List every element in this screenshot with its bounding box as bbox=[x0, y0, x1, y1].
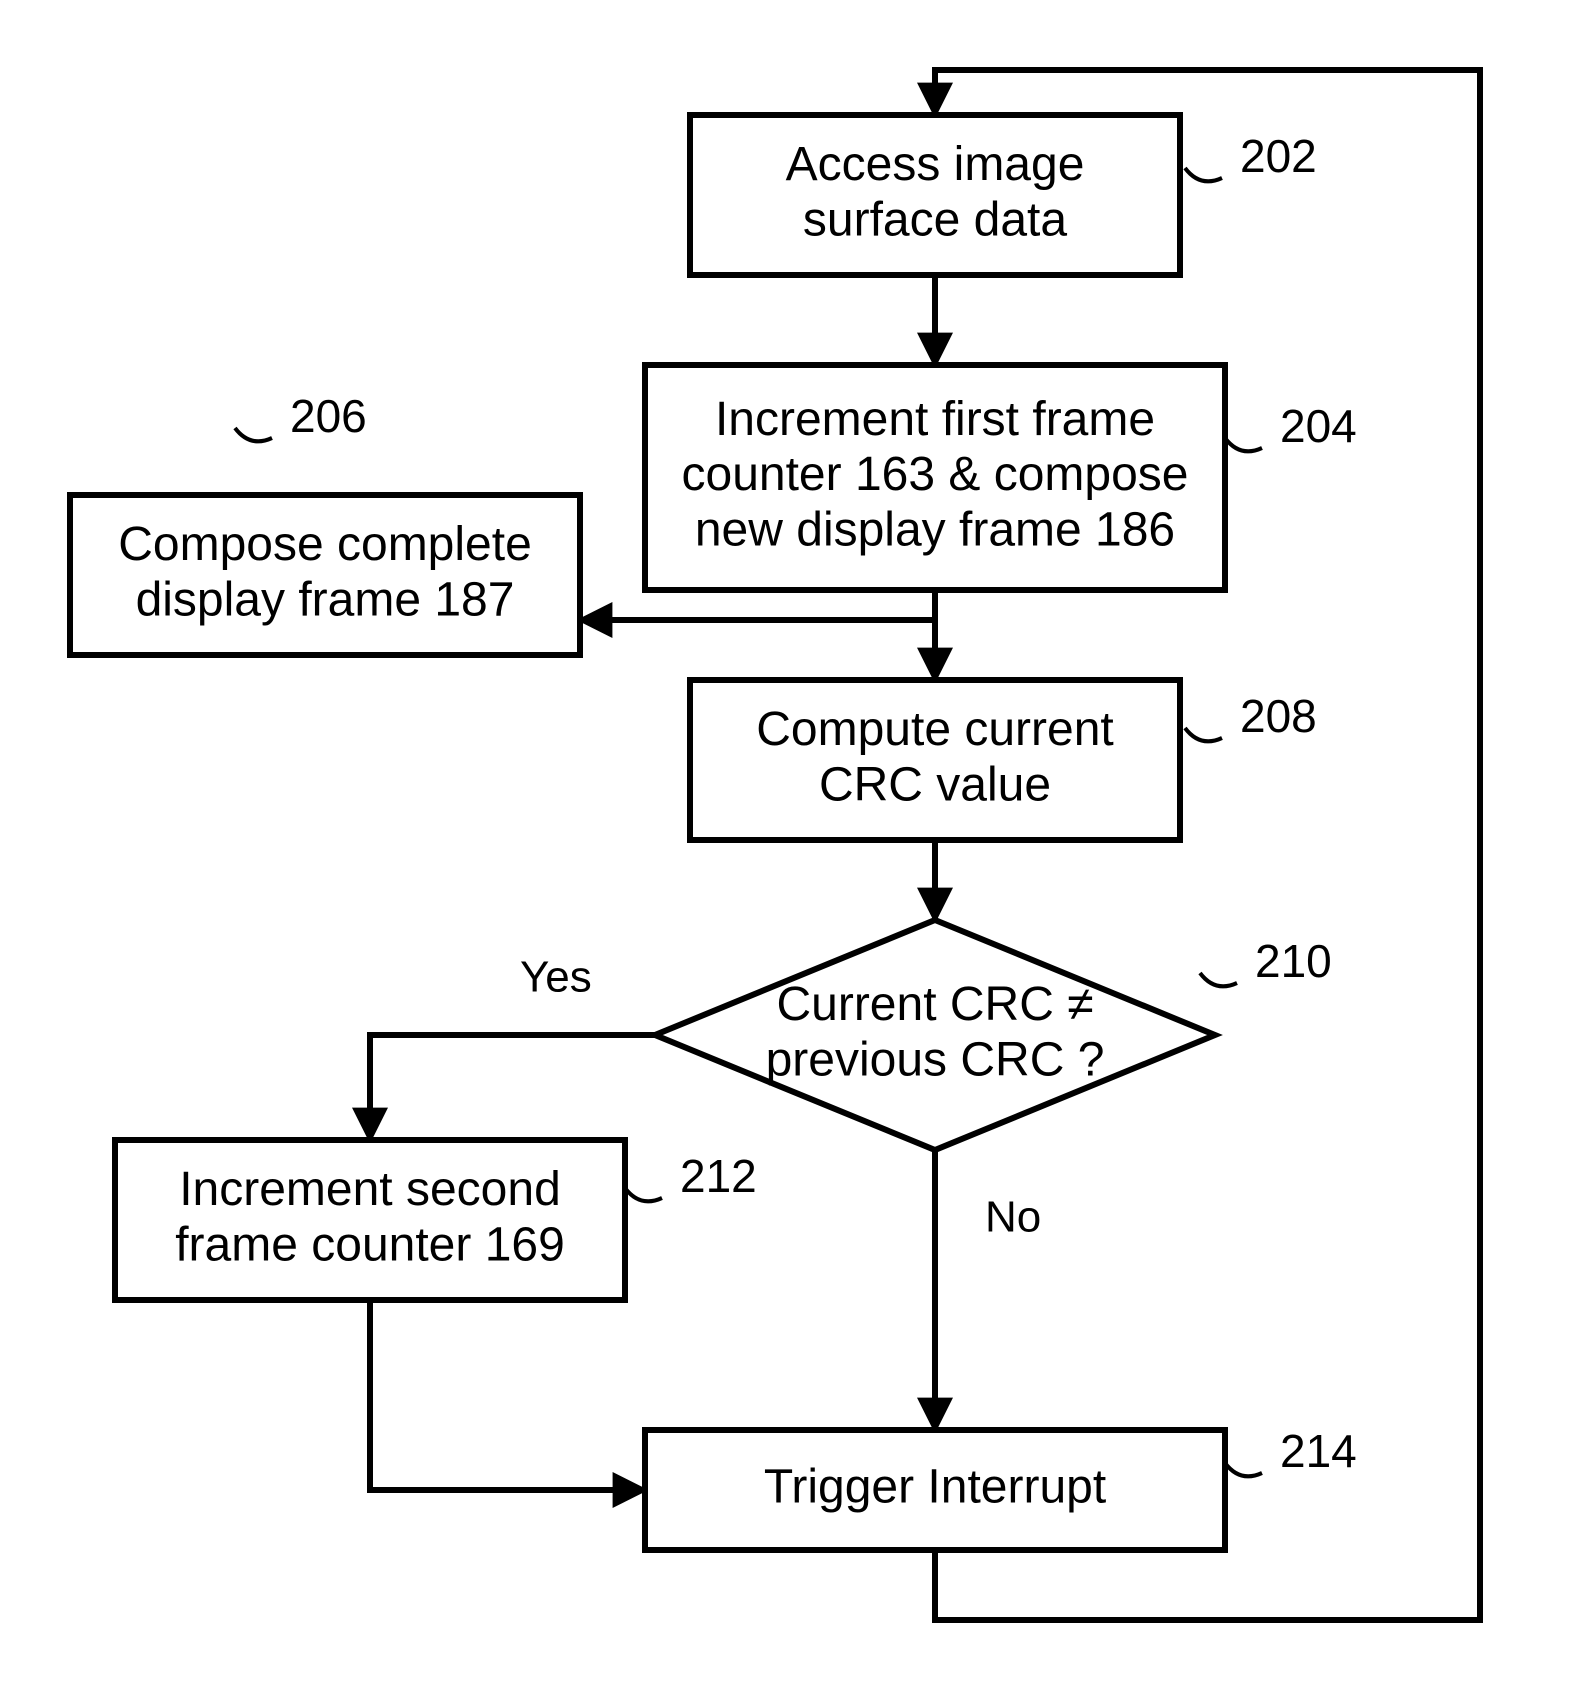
node-text: CRC value bbox=[819, 758, 1051, 811]
ref-leader bbox=[235, 428, 272, 441]
ref-leader bbox=[625, 1188, 662, 1201]
ref-leader bbox=[1225, 438, 1262, 451]
ref-number: 208 bbox=[1240, 690, 1317, 742]
node-text: frame counter 169 bbox=[175, 1218, 565, 1271]
node-text: Compute current bbox=[756, 703, 1114, 756]
node-text: Access image bbox=[786, 138, 1085, 191]
node-text: counter 163 & compose bbox=[682, 448, 1189, 501]
edge-label: Yes bbox=[520, 953, 592, 1002]
edge-n212-n214 bbox=[370, 1300, 645, 1490]
node-text: display frame 187 bbox=[136, 573, 515, 626]
edge-label: No bbox=[985, 1193, 1041, 1242]
ref-leader bbox=[1185, 728, 1222, 741]
node-text: Current CRC ≠ bbox=[776, 978, 1093, 1031]
ref-number: 202 bbox=[1240, 130, 1317, 182]
node-text: new display frame 186 bbox=[695, 503, 1175, 556]
edge-n214-n202 bbox=[935, 70, 1480, 1620]
ref-number: 206 bbox=[290, 390, 367, 442]
node-text: Increment first frame bbox=[715, 393, 1155, 446]
edge-n210-n212 bbox=[370, 1035, 655, 1140]
ref-leader bbox=[1225, 1463, 1262, 1476]
node-text: Compose complete bbox=[118, 518, 532, 571]
node-text: surface data bbox=[803, 193, 1067, 246]
node-text: Trigger Interrupt bbox=[764, 1461, 1106, 1514]
ref-leader bbox=[1185, 168, 1222, 181]
ref-number: 214 bbox=[1280, 1425, 1357, 1477]
node-text: Increment second bbox=[179, 1163, 561, 1216]
ref-number: 210 bbox=[1255, 935, 1332, 987]
flowchart-canvas: Access imagesurface data Increment first … bbox=[0, 0, 1576, 1692]
ref-number: 204 bbox=[1280, 400, 1357, 452]
ref-leader bbox=[1200, 973, 1237, 986]
node-text: previous CRC ? bbox=[766, 1033, 1105, 1086]
ref-number: 212 bbox=[680, 1150, 757, 1202]
